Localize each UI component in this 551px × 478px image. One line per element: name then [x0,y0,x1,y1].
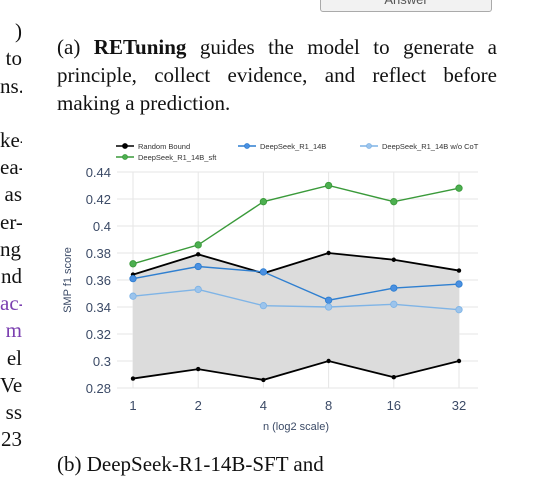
left-column-fragment: ke- [0,128,22,152]
left-column-fragment: as [4,182,23,207]
x-axis-title: n (log2 scale) [263,421,329,433]
legend-label: DeepSeek_R1_14B w/o CoT [382,142,479,151]
x-tick-label: 16 [387,398,401,413]
series-point [259,198,268,206]
series-line [132,265,460,301]
series-point [194,262,202,271]
y-tick-label: 0.42 [86,192,111,207]
random-bound-upper-point [456,268,462,273]
series-line [132,288,460,311]
random-bound-upper-point [326,250,331,256]
left-column-fragment: el [6,345,22,370]
x-tick-label: 8 [325,398,332,413]
y-tick-label: 0.34 [86,300,111,315]
left-column-fragment: to [5,46,22,71]
figure-caption-a: (a) RETuning guides the model to generat… [57,33,497,117]
random-bound-band [133,253,459,380]
series-point [129,260,137,268]
legend-marker [122,143,128,149]
random-bound-lower-point [196,366,201,372]
y-axis-title: SMP f1 score [62,247,74,313]
series-point [324,303,333,311]
series-point [194,285,202,294]
x-tick-label: 1 [129,398,136,413]
series-point [324,296,333,304]
series-point [259,301,268,310]
random-bound-upper-line [132,252,460,276]
random-bound-lower-point [391,375,396,380]
y-tick-label: 0.44 [86,165,111,180]
caption-a-prefix: (a) [57,35,94,59]
y-tick-label: 0.3 [93,354,111,369]
left-column-fragment: er- [0,209,22,234]
legend-marker [366,143,372,149]
random-bound-lower-line [132,360,460,381]
smp-f1-line-chart: 0.28 0.3 0.32 0.34 0.36 0.38 0.4 0.42 0.44 1 2 4 8 16… [62,142,479,433]
left-column-fragment: ea- [0,155,22,180]
left-column-fragment: ss [5,400,22,424]
legend-label: Random Bound [138,142,190,151]
series-point [390,198,398,206]
series-point [324,181,333,190]
series-point [390,284,398,292]
series-line [132,184,460,265]
random-bound-lower-point [326,358,331,364]
left-column-fragment: Ve [0,372,22,397]
series-point [129,292,137,300]
y-tick-label: 0.38 [86,246,111,261]
legend-marker [122,154,128,160]
left-column-fragment: ) [15,19,22,44]
series-point [129,274,137,283]
x-tick-label: 32 [452,398,466,413]
series-point [455,306,463,314]
series-point [455,184,463,192]
y-tick-label: 0.28 [86,381,111,396]
answer-button[interactable]: Answer [320,0,492,12]
legend-label: DeepSeek_R1_14B [260,142,326,151]
random-bound-upper-point [391,257,396,262]
left-column-fragment: ng. [0,236,22,261]
caption-a-text: guides the model to generate a principle… [57,35,497,115]
y-tick-label: 0.32 [86,327,111,342]
series-point [390,300,398,308]
y-tick-label: 0.36 [86,273,111,288]
caption-a-method-name: RETuning [93,35,187,59]
random-bound-lower-point [130,376,136,381]
figure-caption-b: (b) DeepSeek-R1-14B-SFT and [57,452,324,476]
series-point [259,268,268,276]
random-bound-lower-point [456,358,462,364]
x-tick-label: 2 [195,398,202,413]
legend-marker [244,143,250,149]
y-tick-label: 0.4 [93,219,111,234]
left-column-fragment: ac- [0,291,22,316]
left-column-fragment: 23 [1,427,22,452]
left-column-fragment: ns. [0,73,22,98]
series-point [194,241,202,249]
random-bound-upper-point [196,252,201,257]
left-column-fragment: m [5,318,22,343]
series-point [455,280,463,288]
left-column-fragment: nd [1,264,22,288]
legend-label: DeepSeek_R1_14B_sft [138,153,217,162]
random-bound-lower-point [261,377,266,383]
x-tick-label: 4 [260,398,267,413]
